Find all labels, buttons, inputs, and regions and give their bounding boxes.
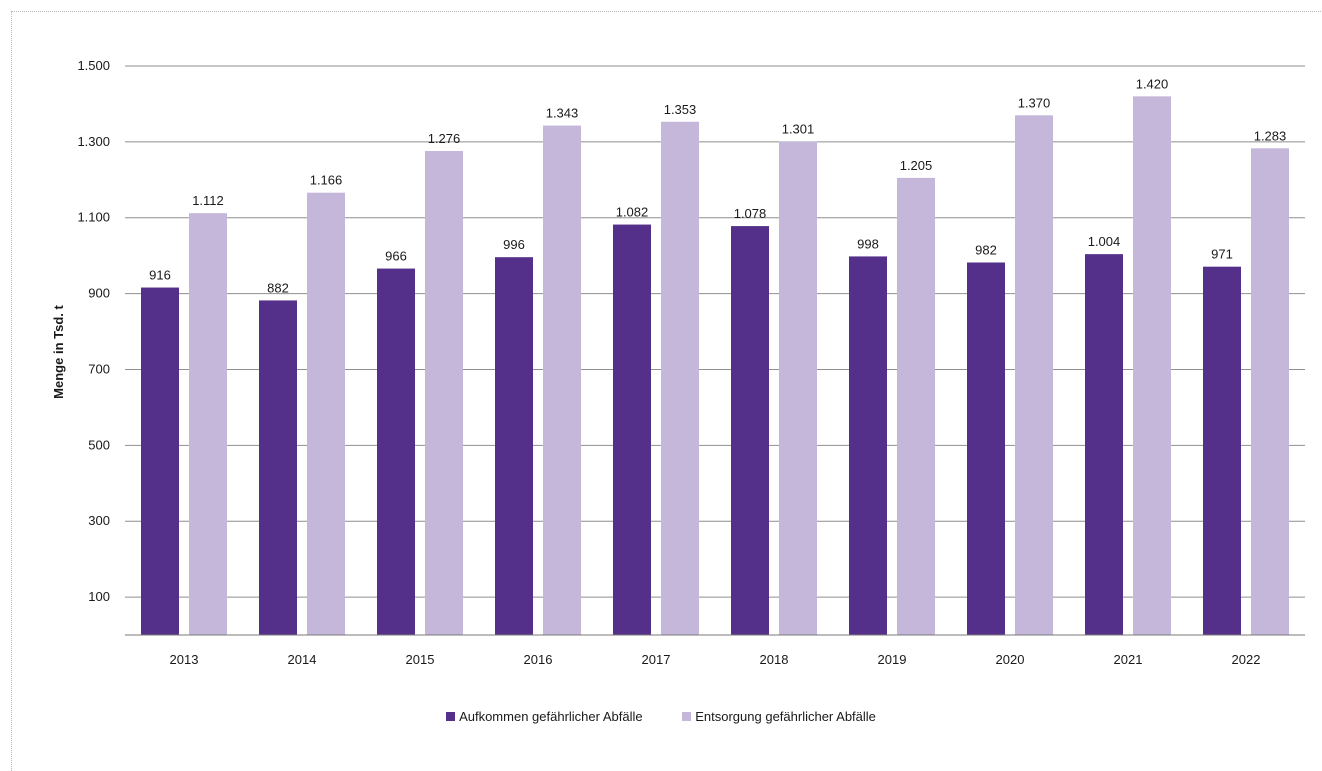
data-label: 916 bbox=[149, 268, 171, 283]
bars bbox=[141, 96, 1289, 636]
bar bbox=[543, 125, 581, 636]
legend: Aufkommen gefährlicher Abfälle Entsorgun… bbox=[0, 708, 1322, 724]
data-label: 971 bbox=[1211, 247, 1233, 262]
y-tick-label: 1.100 bbox=[77, 210, 110, 225]
data-label: 1.353 bbox=[664, 102, 697, 117]
bar bbox=[613, 224, 651, 635]
legend-swatch-entsorgung bbox=[682, 712, 692, 722]
bar bbox=[141, 287, 179, 635]
data-label: 1.301 bbox=[782, 121, 815, 136]
data-label: 1.004 bbox=[1088, 234, 1121, 249]
legend-label-aufkommen: Aufkommen gefährlicher Abfälle bbox=[459, 709, 643, 725]
bar bbox=[967, 262, 1005, 635]
x-tick-label: 2021 bbox=[1114, 652, 1143, 667]
data-label: 1.078 bbox=[734, 206, 767, 221]
bar bbox=[1203, 266, 1241, 635]
data-label: 1.283 bbox=[1254, 128, 1287, 143]
bar bbox=[1015, 115, 1053, 635]
bar bbox=[189, 213, 227, 635]
x-tick-label: 2022 bbox=[1232, 652, 1261, 667]
data-label: 882 bbox=[267, 280, 289, 295]
data-label: 966 bbox=[385, 249, 407, 264]
data-label: 1.112 bbox=[192, 193, 224, 208]
data-label: 1.166 bbox=[310, 173, 343, 188]
x-tick-label: 2019 bbox=[878, 652, 907, 667]
x-tick-label: 2020 bbox=[996, 652, 1025, 667]
data-label: 1.420 bbox=[1136, 76, 1169, 91]
y-tick-label: 900 bbox=[88, 286, 110, 301]
data-label: 998 bbox=[857, 236, 879, 251]
bar bbox=[1133, 96, 1171, 635]
data-label: 982 bbox=[975, 242, 997, 257]
x-tick-label: 2013 bbox=[170, 652, 199, 667]
bar-chart: 100 300 500 700 900 1.100 1.300 1.500 916 1.112 8… bbox=[51, 58, 1305, 667]
bar bbox=[661, 121, 699, 635]
gridlines bbox=[125, 65, 1305, 598]
y-tick-label: 100 bbox=[88, 589, 110, 604]
legend-item-aufkommen: Aufkommen gefährlicher Abfälle bbox=[446, 709, 643, 724]
legend-item-entsorgung: Entsorgung gefährlicher Abfälle bbox=[682, 709, 876, 724]
bar bbox=[307, 192, 345, 635]
data-label: 1.205 bbox=[900, 158, 933, 173]
data-label: 1.370 bbox=[1018, 95, 1051, 110]
x-tick-label: 2018 bbox=[760, 652, 789, 667]
bar bbox=[779, 141, 817, 635]
bar bbox=[425, 150, 463, 635]
bar bbox=[1085, 254, 1123, 635]
legend-label-entsorgung: Entsorgung gefährlicher Abfälle bbox=[695, 709, 876, 725]
bar bbox=[849, 256, 887, 635]
x-tick-label: 2017 bbox=[642, 652, 671, 667]
data-label: 1.343 bbox=[546, 106, 579, 121]
chart-frame bbox=[11, 11, 1322, 771]
x-tick-label: 2015 bbox=[406, 652, 435, 667]
bar bbox=[259, 300, 297, 635]
bar bbox=[1251, 148, 1289, 635]
bar bbox=[495, 257, 533, 635]
x-tick-label: 2014 bbox=[288, 652, 317, 667]
data-labels: 916 1.112 882 1.166 966 1.276 996 1.343 1.082 1.3… bbox=[149, 76, 1286, 295]
y-tick-label: 1.500 bbox=[77, 58, 110, 73]
bar bbox=[897, 177, 935, 636]
y-axis-ticks: 100 300 500 700 900 1.100 1.300 1.500 bbox=[77, 58, 110, 604]
data-label: 1.276 bbox=[428, 131, 461, 146]
y-tick-label: 300 bbox=[88, 513, 110, 528]
x-axis-ticks: 2013 2014 2015 2016 2017 2018 2019 2020 2021 2022 bbox=[170, 652, 1261, 667]
data-label: 996 bbox=[503, 237, 525, 252]
legend-swatch-aufkommen bbox=[446, 712, 456, 722]
y-tick-label: 500 bbox=[88, 437, 110, 452]
bar bbox=[731, 226, 769, 635]
y-tick-label: 700 bbox=[88, 361, 110, 376]
y-axis-label: Menge in Tsd. t bbox=[51, 305, 66, 399]
bar bbox=[377, 268, 415, 635]
x-tick-label: 2016 bbox=[524, 652, 553, 667]
data-label: 1.082 bbox=[616, 205, 649, 220]
y-tick-label: 1.300 bbox=[77, 134, 110, 149]
